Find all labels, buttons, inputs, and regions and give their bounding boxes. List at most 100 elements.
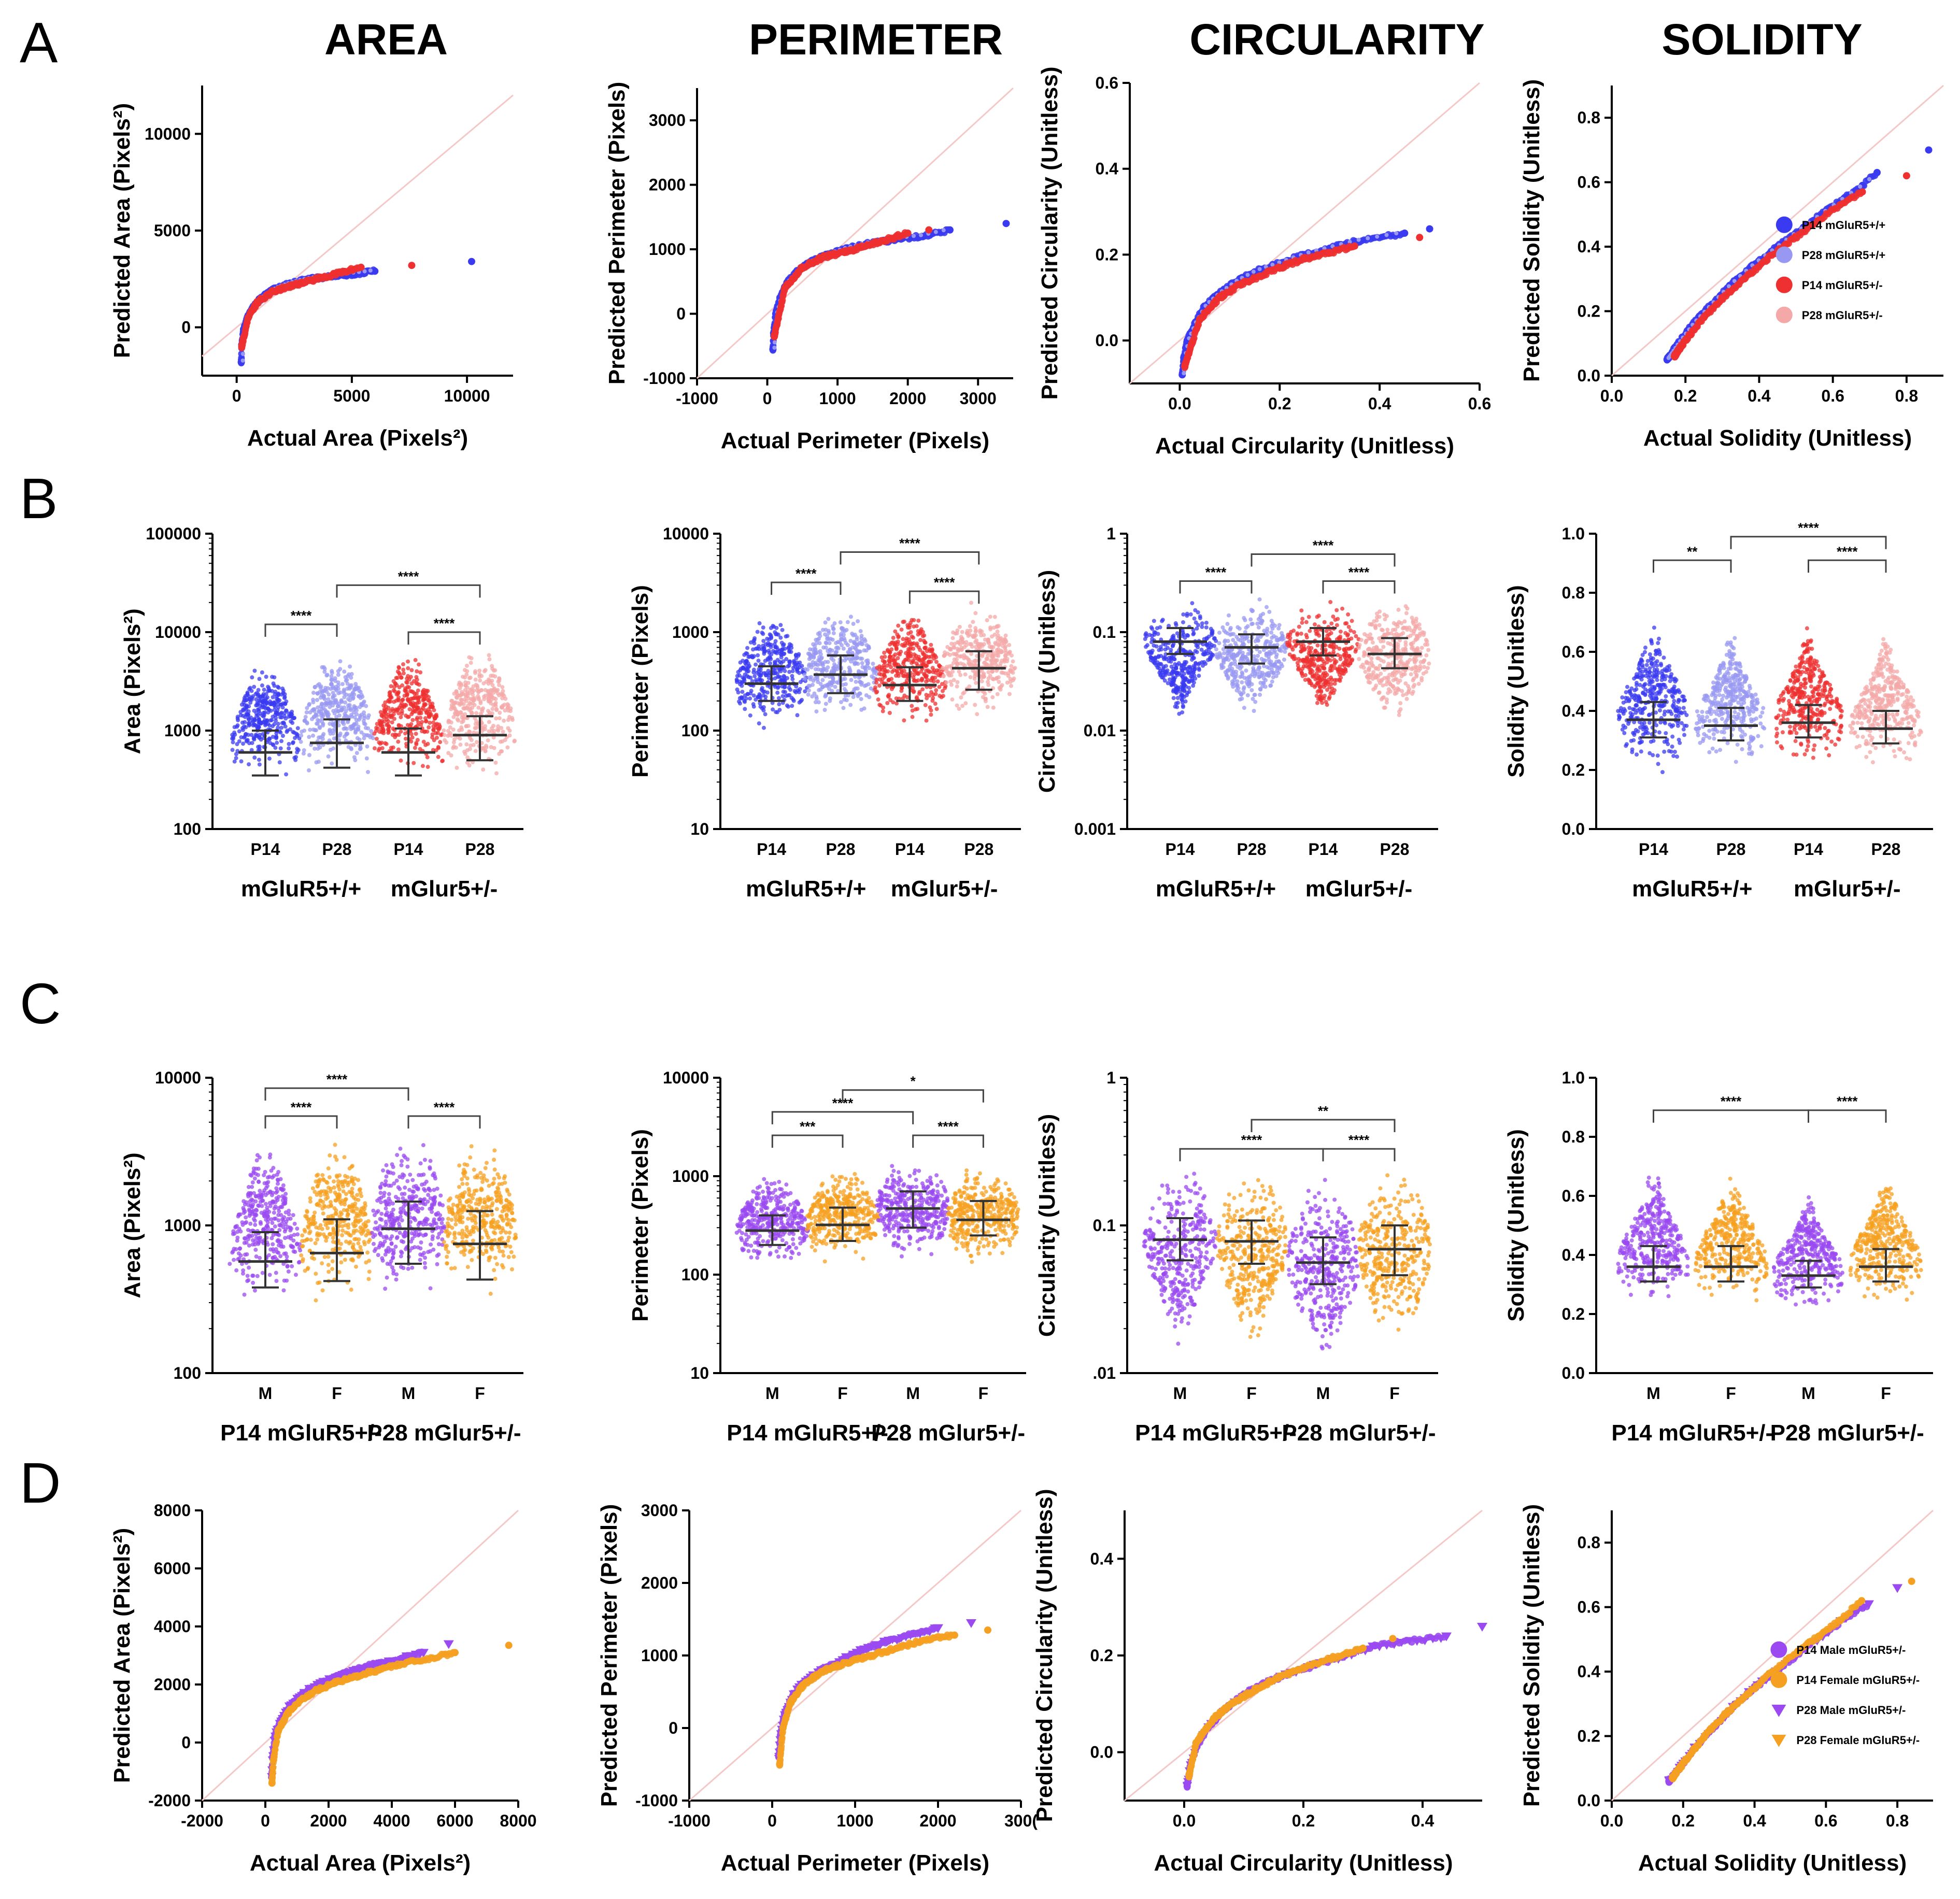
data-point xyxy=(823,708,827,712)
data-point xyxy=(956,649,960,653)
data-point xyxy=(261,700,265,704)
x-category-label: P14 xyxy=(757,840,786,859)
data-point xyxy=(273,692,277,696)
data-point xyxy=(1700,314,1708,321)
data-point xyxy=(942,674,946,678)
row-label-a: A xyxy=(20,11,58,75)
data-point xyxy=(863,639,868,643)
data-point xyxy=(1009,684,1013,688)
data-point xyxy=(257,677,261,681)
data-point xyxy=(1007,692,1012,696)
data-point xyxy=(851,633,856,637)
data-point xyxy=(1671,353,1678,360)
data-point xyxy=(494,716,498,720)
data-point xyxy=(502,719,506,723)
figure: A B C D AREA PERIMETER CIRCULARITY SOLID… xyxy=(0,0,1960,1899)
data-point xyxy=(349,713,353,717)
data-point xyxy=(740,690,744,694)
data-point xyxy=(925,696,929,701)
data-point xyxy=(1153,661,1157,665)
data-point xyxy=(951,636,955,640)
data-point xyxy=(1741,275,1748,282)
data-point xyxy=(278,760,282,764)
data-point xyxy=(481,767,485,772)
y-tick-label: 0.6 xyxy=(1578,173,1600,192)
data-point xyxy=(897,651,901,655)
data-point xyxy=(990,695,995,699)
data-point xyxy=(326,754,331,759)
y-tick-label: 1000 xyxy=(672,623,709,641)
data-point xyxy=(876,697,880,702)
data-point xyxy=(343,735,347,739)
data-point xyxy=(302,751,306,755)
data-point xyxy=(774,639,778,643)
data-point xyxy=(458,702,462,706)
data-point xyxy=(788,688,792,692)
data-point xyxy=(248,722,252,726)
data-point xyxy=(752,674,757,678)
data-point xyxy=(918,631,922,635)
data-point xyxy=(430,702,434,706)
data-point xyxy=(304,715,308,719)
data-point xyxy=(990,661,995,665)
data-point xyxy=(821,667,826,671)
data-point xyxy=(440,759,444,763)
data-point xyxy=(958,642,962,647)
data-point xyxy=(468,730,472,734)
data-point xyxy=(774,710,778,714)
data-point xyxy=(365,745,369,749)
data-point xyxy=(490,664,494,668)
data-point xyxy=(741,680,745,684)
data-point xyxy=(1837,201,1844,208)
data-point xyxy=(771,333,778,340)
data-point xyxy=(851,695,856,699)
data-point xyxy=(487,653,491,658)
data-point xyxy=(738,661,743,665)
data-point xyxy=(329,682,333,687)
data-point xyxy=(366,733,370,737)
data-point xyxy=(506,726,510,731)
data-point xyxy=(779,669,783,673)
data-point xyxy=(336,687,340,691)
data-point xyxy=(474,722,478,726)
data-point xyxy=(469,661,473,665)
data-point xyxy=(850,656,854,661)
data-point xyxy=(993,615,997,619)
data-point xyxy=(950,669,955,674)
data-point xyxy=(292,731,296,735)
data-point xyxy=(487,679,491,683)
data-point xyxy=(487,657,491,661)
data-point xyxy=(481,706,485,710)
data-point xyxy=(260,713,264,718)
data-point xyxy=(299,740,303,744)
y-tick-label: 10000 xyxy=(145,124,191,143)
data-point xyxy=(406,660,410,664)
data-point xyxy=(231,748,235,752)
data-point xyxy=(313,709,317,713)
y-tick-label: 100 xyxy=(174,820,201,838)
group-label: mGluR5+/+ xyxy=(746,876,866,902)
data-point xyxy=(408,262,415,269)
data-point xyxy=(1385,233,1389,237)
data-point xyxy=(390,707,394,711)
y-tick-label: 1000 xyxy=(649,240,686,259)
data-point xyxy=(314,760,318,764)
data-point xyxy=(409,668,414,672)
data-point xyxy=(293,758,297,762)
data-point xyxy=(302,729,306,733)
data-point xyxy=(421,706,425,710)
data-point xyxy=(1366,236,1370,240)
y-tick-label: 5000 xyxy=(154,221,191,240)
data-point xyxy=(365,756,369,761)
data-point xyxy=(407,715,411,719)
data-point xyxy=(904,651,908,655)
y-axis-title: Predicted Solidity (Unitless) xyxy=(1519,79,1544,382)
data-point xyxy=(818,659,822,663)
data-point xyxy=(919,233,923,237)
data-point xyxy=(442,729,446,733)
data-point xyxy=(911,715,915,719)
x-axis-title: Actual Solidity (Unitless) xyxy=(1643,425,1912,451)
data-point xyxy=(790,704,794,708)
data-point xyxy=(955,654,959,658)
data-point xyxy=(819,652,823,656)
